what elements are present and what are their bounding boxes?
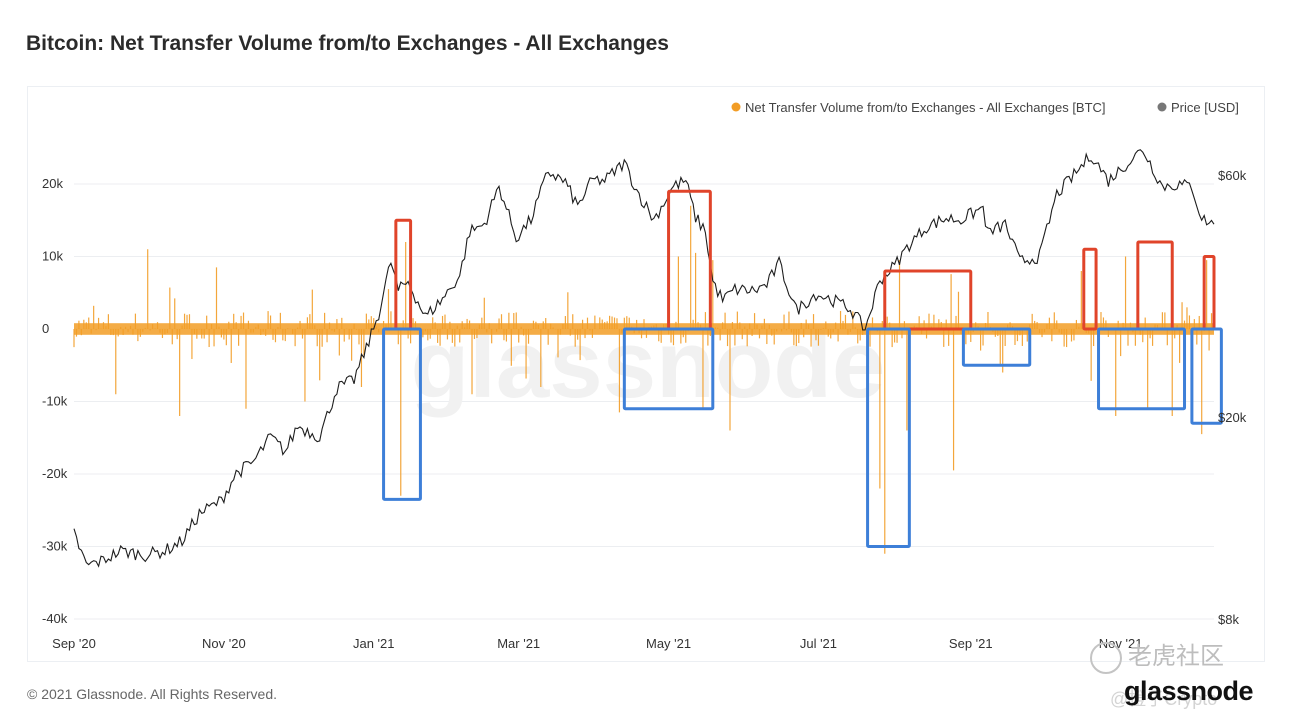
blue-highlight-box bbox=[961, 327, 1032, 367]
x-tick-label: Mar '21 bbox=[497, 636, 540, 651]
axis-labels: 20k 10k 0 -10k -20k -30k -40k $60k $20k $8k Sep '2… bbox=[42, 168, 1247, 651]
x-tick-label: Nov '20 bbox=[202, 636, 246, 651]
site-watermark: 老虎社区 bbox=[1090, 636, 1224, 674]
y-left-tick-label: -20k bbox=[42, 466, 68, 481]
glassnode-logo: glassnode bbox=[1124, 676, 1254, 706]
x-tick-label: May '21 bbox=[646, 636, 691, 651]
y-left-tick-label: -10k bbox=[42, 394, 68, 409]
blue-highlight-box bbox=[622, 327, 715, 411]
x-tick-label: Jan '21 bbox=[353, 636, 395, 651]
legend-price-label: Price [USD] bbox=[1171, 100, 1239, 115]
y-left-tick-label: 20k bbox=[42, 176, 63, 191]
handle-watermark: @橙子Crypto bbox=[1110, 689, 1218, 709]
red-highlight-box bbox=[1136, 240, 1174, 331]
red-highlight-box bbox=[667, 189, 712, 331]
y-left-tick-label: 0 bbox=[42, 321, 49, 336]
legend: Net Transfer Volume from/to Exchanges - … bbox=[731, 100, 1239, 115]
legend-price-swatch bbox=[1157, 102, 1167, 112]
price-series-line bbox=[73, 149, 1215, 568]
legend-flow-label: Net Transfer Volume from/to Exchanges - … bbox=[745, 100, 1106, 115]
y-right-tick-label: $8k bbox=[1218, 612, 1239, 627]
red-highlight-box bbox=[394, 218, 413, 331]
red-highlight-box bbox=[1082, 247, 1098, 331]
x-tick-label: Jul '21 bbox=[800, 636, 837, 651]
y-left-tick-label: -40k bbox=[42, 611, 68, 626]
chart-frame: glassnode 20k 10k 0 -10k -20k -30k -40k $60k $20… bbox=[27, 86, 1265, 662]
y-left-tick-label: -30k bbox=[42, 539, 68, 554]
x-tick-label: Sep '20 bbox=[52, 636, 96, 651]
y-left-tick-label: 10k bbox=[42, 249, 63, 264]
legend-flow-swatch bbox=[731, 102, 741, 112]
blue-highlight-box bbox=[382, 327, 422, 501]
highlight-boxes bbox=[382, 189, 1223, 548]
blue-highlight-box bbox=[1190, 327, 1223, 425]
copyright-text: © 2021 Glassnode. All Rights Reserved. bbox=[27, 686, 278, 702]
blue-highlight-box bbox=[1097, 327, 1187, 411]
blue-highlight-box bbox=[866, 327, 911, 548]
red-highlight-box bbox=[1202, 255, 1216, 331]
tiger-logo-icon bbox=[1090, 641, 1122, 674]
net-transfer-volume-chart: glassnode 20k10k0-10k-20k-30k-40k$60k$20… bbox=[42, 100, 1247, 651]
red-highlight-box bbox=[883, 269, 973, 331]
page-title: Bitcoin: Net Transfer Volume from/to Exc… bbox=[26, 32, 669, 55]
y-right-tick-label: $60k bbox=[1218, 168, 1247, 183]
y-right-tick-label: $20k bbox=[1218, 410, 1247, 425]
x-tick-label: Sep '21 bbox=[949, 636, 993, 651]
